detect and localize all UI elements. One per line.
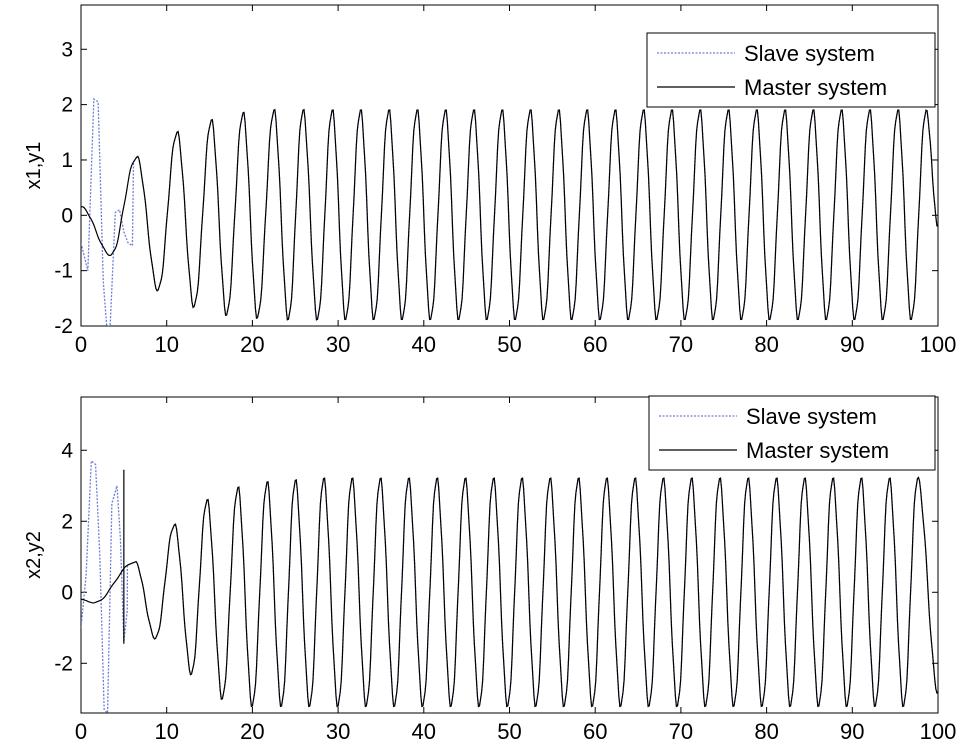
- x-tick-label: 10: [154, 719, 178, 744]
- legend-label: Master system: [744, 75, 887, 100]
- y-tick-label: 4: [61, 439, 73, 462]
- y-tick-label: 3: [61, 38, 73, 61]
- y-tick-label: 0: [61, 581, 73, 604]
- y-tick-label: 1: [61, 149, 73, 172]
- legend-label: Master system: [746, 438, 889, 463]
- x-tick-label: 40: [412, 719, 436, 744]
- series-group: [81, 459, 938, 713]
- x-tick-label: 20: [240, 332, 264, 357]
- x-tick-label: 90: [840, 332, 864, 357]
- y-tick-label: 2: [61, 94, 73, 117]
- master-system-line: [81, 108, 938, 321]
- legend-box: [646, 32, 936, 108]
- x-tick-label: 50: [497, 719, 521, 744]
- x-tick-label: 0: [75, 719, 87, 744]
- y-tick-label: 2: [61, 510, 73, 533]
- legend-box: [648, 395, 936, 471]
- chart-panel-2: 0 10 20 30 40 50 60 70 80 90 100 -2 0 2 4 x2,y2 Slave sy…: [23, 395, 957, 744]
- x-tick-label: 80: [754, 332, 778, 357]
- x-tick-label: 90: [840, 719, 864, 744]
- legend: Slave system Master system: [646, 32, 936, 108]
- x-tick-label: 80: [754, 719, 778, 744]
- x-tick-label: 100: [920, 719, 957, 744]
- chart-panel-1: 0 10 20 30 40 50 60 70 80 90 100 -2 -1 0 1 2 3 x1,y1 Slave…: [23, 4, 957, 357]
- x-tick-label: 100: [920, 332, 957, 357]
- series-group: [81, 97, 938, 326]
- x-tick-label: 60: [583, 719, 607, 744]
- x-tick-label: 50: [497, 332, 521, 357]
- y-tick-label: -1: [54, 260, 73, 283]
- y-tick-label: -2: [54, 315, 73, 338]
- x-tick-label: 10: [154, 332, 178, 357]
- legend: Slave system Master system: [648, 395, 936, 471]
- y-axis-label: x2,y2: [23, 531, 45, 579]
- legend-label: Slave system: [746, 404, 877, 429]
- y-tick-label: 0: [61, 204, 73, 227]
- x-tick-label: 20: [240, 719, 264, 744]
- master-system-line: [81, 476, 938, 708]
- x-tick-label: 40: [412, 332, 436, 357]
- y-axis-label: x1,y1: [23, 142, 45, 190]
- legend-label: Slave system: [744, 41, 875, 66]
- x-tick-label: 30: [326, 332, 350, 357]
- x-tick-label: 0: [75, 332, 87, 357]
- x-tick-label: 30: [326, 719, 350, 744]
- x-tick-label: 70: [669, 332, 693, 357]
- x-tick-label: 70: [669, 719, 693, 744]
- y-tick-label: -2: [54, 652, 73, 675]
- x-tick-label: 60: [583, 332, 607, 357]
